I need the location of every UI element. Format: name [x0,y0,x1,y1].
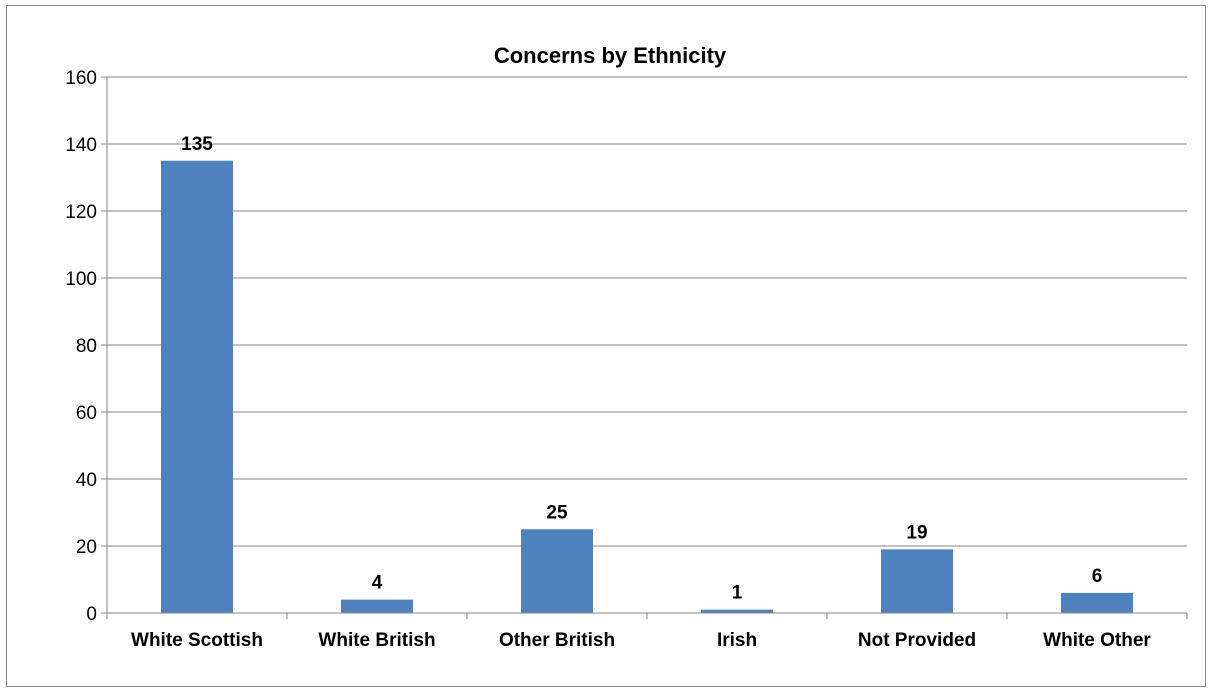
y-tick-label: 120 [65,202,97,223]
y-axis-tick-labels: 0 20 40 60 80 100 120 140 160 [65,68,97,625]
gridlines [107,76,1187,547]
x-category-label: Other British [499,630,615,651]
bar [1061,592,1133,613]
data-label: 135 [181,134,213,155]
x-category-label: White Other [1043,630,1151,651]
y-tick-label: 40 [76,470,97,491]
y-tick-label: 0 [86,604,97,625]
x-axis-category-labels: White Scottish White British Other British… [131,630,1151,651]
bars [161,160,1133,613]
data-labels: 135 4 25 1 19 6 [181,134,1102,604]
data-label: 25 [546,502,568,523]
bar [341,599,413,613]
data-label: 19 [906,522,927,543]
x-category-label: Not Provided [858,630,976,651]
x-category-label: White Scottish [131,630,263,651]
bar [881,549,953,613]
y-tick-label: 160 [65,68,97,89]
y-tick-label: 140 [65,135,97,156]
y-tick-label: 60 [76,403,97,424]
data-label: 6 [1092,566,1103,587]
bar [521,529,593,613]
x-category-label: Irish [717,630,757,651]
x-category-label: White British [318,630,435,651]
bar [701,609,773,613]
data-label: 1 [732,583,743,604]
y-tick-label: 20 [76,537,97,558]
chart-title: Concerns by Ethnicity [494,43,727,68]
bar [161,160,233,613]
data-label: 4 [372,573,383,594]
axes [101,76,1188,619]
y-tick-label: 80 [76,336,97,357]
y-tick-label: 100 [65,269,97,290]
